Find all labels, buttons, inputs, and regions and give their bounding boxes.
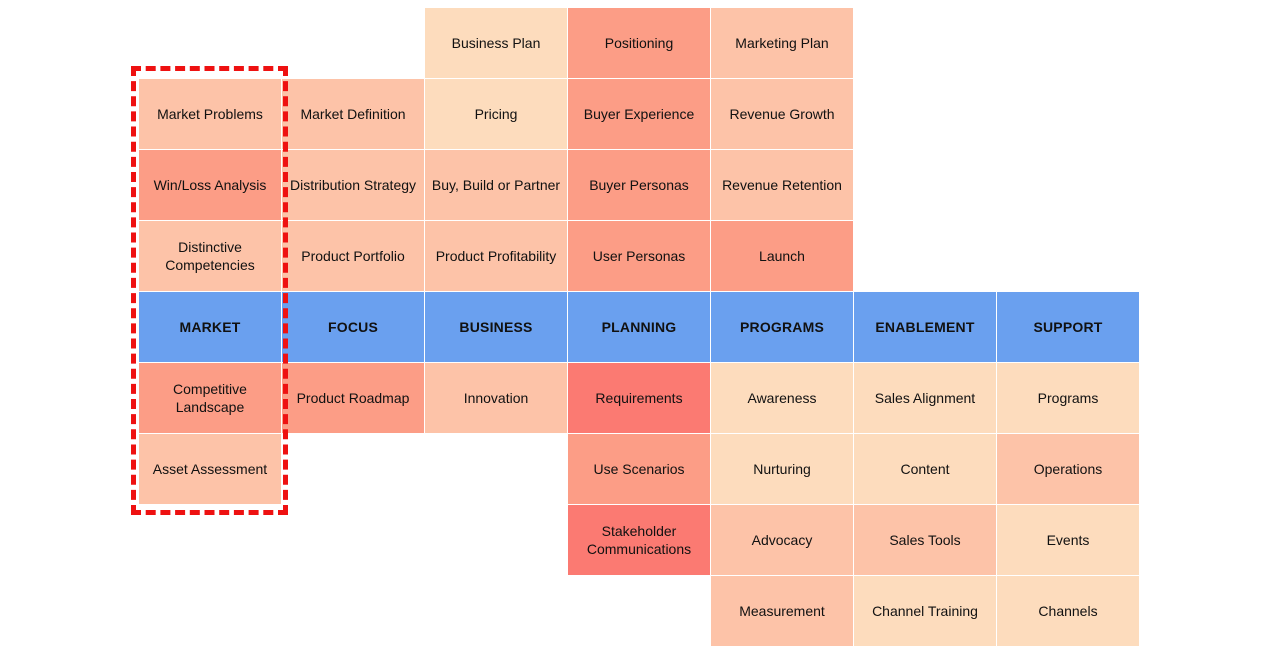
market-topic-cell: Competitive Landscape (139, 363, 281, 433)
programs-topic-cell: Measurement (711, 576, 853, 646)
support-topic-cell: Operations (997, 434, 1139, 504)
programs-topic-cell: Marketing Plan (711, 8, 853, 78)
business-topic-cell: Buy, Build or Partner (425, 150, 567, 220)
column-header-focus: FOCUS (282, 292, 424, 362)
enablement-topic-cell: Sales Tools (854, 505, 996, 575)
programs-topic-cell: Nurturing (711, 434, 853, 504)
focus-topic-cell: Market Definition (282, 79, 424, 149)
support-topic-cell: Programs (997, 363, 1139, 433)
support-topic-cell: Channels (997, 576, 1139, 646)
column-header-programs: PROGRAMS (711, 292, 853, 362)
column-header-business: BUSINESS (425, 292, 567, 362)
planning-topic-cell: Requirements (568, 363, 710, 433)
focus-topic-cell: Product Portfolio (282, 221, 424, 291)
programs-topic-cell: Awareness (711, 363, 853, 433)
column-header-support: SUPPORT (997, 292, 1139, 362)
programs-topic-cell: Advocacy (711, 505, 853, 575)
programs-topic-cell: Revenue Growth (711, 79, 853, 149)
business-topic-cell: Innovation (425, 363, 567, 433)
planning-topic-cell: Positioning (568, 8, 710, 78)
market-topic-cell: Win/Loss Analysis (139, 150, 281, 220)
support-topic-cell: Events (997, 505, 1139, 575)
column-header-enablement: ENABLEMENT (854, 292, 996, 362)
market-topic-cell: Asset Assessment (139, 434, 281, 504)
enablement-topic-cell: Channel Training (854, 576, 996, 646)
enablement-topic-cell: Content (854, 434, 996, 504)
market-topic-cell: Market Problems (139, 79, 281, 149)
programs-topic-cell: Launch (711, 221, 853, 291)
planning-topic-cell: User Personas (568, 221, 710, 291)
planning-topic-cell: Use Scenarios (568, 434, 710, 504)
market-topic-cell: Distinctive Competencies (139, 221, 281, 291)
planning-topic-cell: Stakeholder Communications (568, 505, 710, 575)
business-topic-cell: Business Plan (425, 8, 567, 78)
column-header-market: MARKET (139, 292, 281, 362)
planning-topic-cell: Buyer Personas (568, 150, 710, 220)
enablement-topic-cell: Sales Alignment (854, 363, 996, 433)
column-header-planning: PLANNING (568, 292, 710, 362)
focus-topic-cell: Product Roadmap (282, 363, 424, 433)
planning-topic-cell: Buyer Experience (568, 79, 710, 149)
programs-topic-cell: Revenue Retention (711, 150, 853, 220)
focus-topic-cell: Distribution Strategy (282, 150, 424, 220)
business-topic-cell: Product Profitability (425, 221, 567, 291)
business-topic-cell: Pricing (425, 79, 567, 149)
